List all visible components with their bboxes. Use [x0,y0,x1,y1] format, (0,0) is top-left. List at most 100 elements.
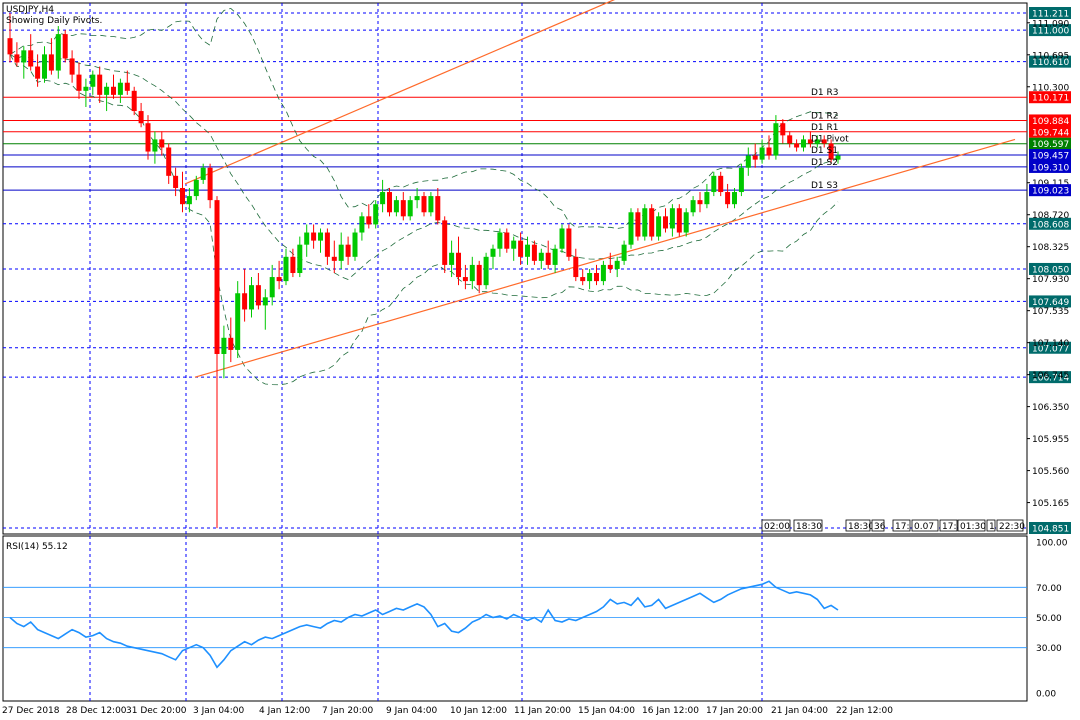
candle-body [62,34,68,59]
candle-body [669,208,675,229]
overlay-time-box[interactable] [911,519,939,532]
candle-body [656,216,662,237]
candle-body [400,200,406,217]
rsi-tick-label: 30.00 [1036,644,1062,654]
price-tick-label: 110.300 [1032,83,1069,93]
candle-body [387,192,392,213]
candle-body [600,264,606,282]
overlay-time-box[interactable] [957,519,986,532]
candle-body [55,34,61,71]
time-tick-label: 28 Dec 12:00 [66,706,127,716]
rsi-tick-label: 100.00 [1036,539,1068,549]
overlay-time-box[interactable] [892,519,911,532]
overlay-time-text: 0.07 [914,522,934,532]
candle-body [21,50,27,63]
candle-body [366,216,372,225]
overlay-time-text: 18:30 [796,522,822,532]
candle-body [393,200,399,213]
candle-body [718,175,724,193]
candle-body [697,200,703,205]
candle-body [525,244,530,257]
candle-body [607,264,613,269]
price-tick-label: 107.930 [1032,275,1069,285]
candle-body [338,244,344,261]
overlay-time-box[interactable] [996,519,1024,532]
candle-body [380,192,386,205]
candle-body [83,86,89,91]
candle-body [766,147,772,156]
overlay-time-box[interactable] [939,519,958,532]
overlay-time-text: 36 [874,522,886,532]
price-label-box [1029,149,1071,162]
candle-body [456,252,461,278]
candle-body [428,196,434,213]
trend-channel [184,0,1016,378]
candle-body [676,208,682,233]
candle-body [180,187,185,205]
price-label-box [1029,217,1071,230]
candle-body [801,139,806,148]
candle-body [835,155,841,160]
price-label-box [1029,7,1071,19]
candle-body [255,285,261,306]
band-upper [9,7,839,229]
price-label: 110.171 [1032,94,1069,104]
time-tick-label: 17 Jan 20:00 [706,706,763,716]
price-label-box [1029,137,1071,150]
candle-body [780,123,786,136]
candle-body [352,232,358,257]
price-label-box [1029,522,1071,534]
channel-line-upper [184,0,616,185]
overlay-times[interactable]: 02:00 18:30 18:30 36 17: 0.07 17: 01:30 1 22:30 [761,519,1025,532]
candle-body [476,264,482,286]
candle-body [635,212,641,237]
candle-body [663,216,668,229]
candle-body [538,252,544,261]
candle-body [235,293,241,350]
price-tick-label: 105.165 [1032,499,1069,509]
pivot-label: D1 R2 [811,111,839,121]
time-tick-label: 9 Jan 04:00 [386,706,438,716]
price-tick-label: 110.695 [1032,51,1069,61]
rsi-panel-frame [2,535,1028,702]
candle-body [704,192,710,205]
candle-body [773,123,779,156]
overlay-time-box[interactable] [845,519,871,532]
candle-body [48,54,54,71]
candle-body [628,212,634,245]
price-label: 108.608 [1032,220,1069,230]
price-label-box [1029,114,1071,127]
price-tick-label: 105.560 [1032,467,1069,477]
candle-body [283,256,289,282]
candle-body [131,90,137,112]
overlay-time-box[interactable] [793,519,823,532]
price-label-box [1029,184,1071,197]
overlay-time-box[interactable] [761,519,791,532]
candle-body [117,82,123,95]
candle-body [76,74,82,91]
price-axis: 111.211 111.000 110.610 108.608 108.050 107.6… [1027,7,1071,535]
overlay-time-text: 18:30 [848,522,874,532]
candle-body [276,277,282,282]
chart-symbol: USDJPY,H4 [6,5,54,15]
candle-body [7,38,13,55]
overlay-time-box[interactable] [871,519,885,532]
overlay-time-text: 1 [989,522,995,532]
price-label: 109.597 [1032,140,1069,150]
price-label-box [1029,295,1071,308]
overlay-time-text: 17: [942,522,956,532]
price-label-box [1029,262,1071,275]
price-tick-label: 106.745 [1032,371,1069,381]
candle-body [69,58,75,75]
candle-body [490,248,496,257]
overlay-time-box[interactable] [986,519,996,532]
pivot-label: D1 S1 [811,146,838,156]
price-label: 104.851 [1032,525,1069,535]
price-label: 109.310 [1032,163,1069,173]
candle-body [442,220,448,265]
candle-body [504,232,510,249]
candle-body [511,240,517,249]
candle-body [262,297,268,306]
